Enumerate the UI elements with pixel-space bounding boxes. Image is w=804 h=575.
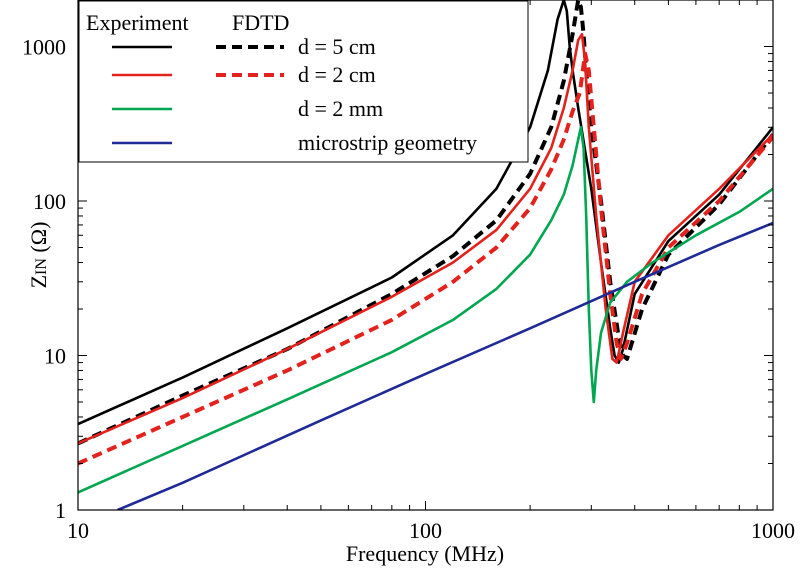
legend-rows: d = 5 cm d = 2 cm d = 2 mm microstrip geome… [112, 34, 477, 155]
legend-label: d = 5 cm [298, 34, 376, 59]
x-axis-title: Frequency (MHz) [346, 541, 504, 566]
legend-header-experiment: Experiment [86, 10, 189, 35]
y-axis-title-unit: (Ω) [26, 222, 51, 259]
series-line-3 [78, 51, 773, 466]
legend-header-fdtd: FDTD [232, 10, 289, 35]
y-axis-title-sub: IN [33, 258, 50, 275]
axis-ticks [77, 0, 774, 511]
y-axis-title: ZIN (Ω) [26, 222, 51, 289]
legend-box [78, 0, 529, 163]
x-tick-label: 100 [409, 518, 442, 543]
y-tick-label: 100 [33, 189, 66, 214]
series-line-2 [78, 32, 773, 445]
y-tick-label: 10 [44, 344, 66, 369]
series-line-5 [117, 221, 773, 510]
series-line-1 [78, 0, 773, 446]
legend-label: d = 2 cm [298, 62, 376, 87]
series-line-0 [78, 0, 773, 426]
series-layer [78, 0, 773, 510]
y-tick-label: 1000 [22, 35, 66, 60]
legend-label: d = 2 mm [298, 96, 383, 121]
x-tick-label: 10 [67, 518, 89, 543]
y-axis-title-main: Z [26, 275, 51, 288]
legend-label: microstrip geometry [298, 130, 477, 155]
series-line-4 [78, 126, 773, 494]
y-tick-label: 1 [55, 498, 66, 523]
legend: Experiment FDTD d = 5 cm d = 2 cm d = 2 mm… [78, 0, 529, 163]
x-tick-label: 1000 [751, 518, 795, 543]
